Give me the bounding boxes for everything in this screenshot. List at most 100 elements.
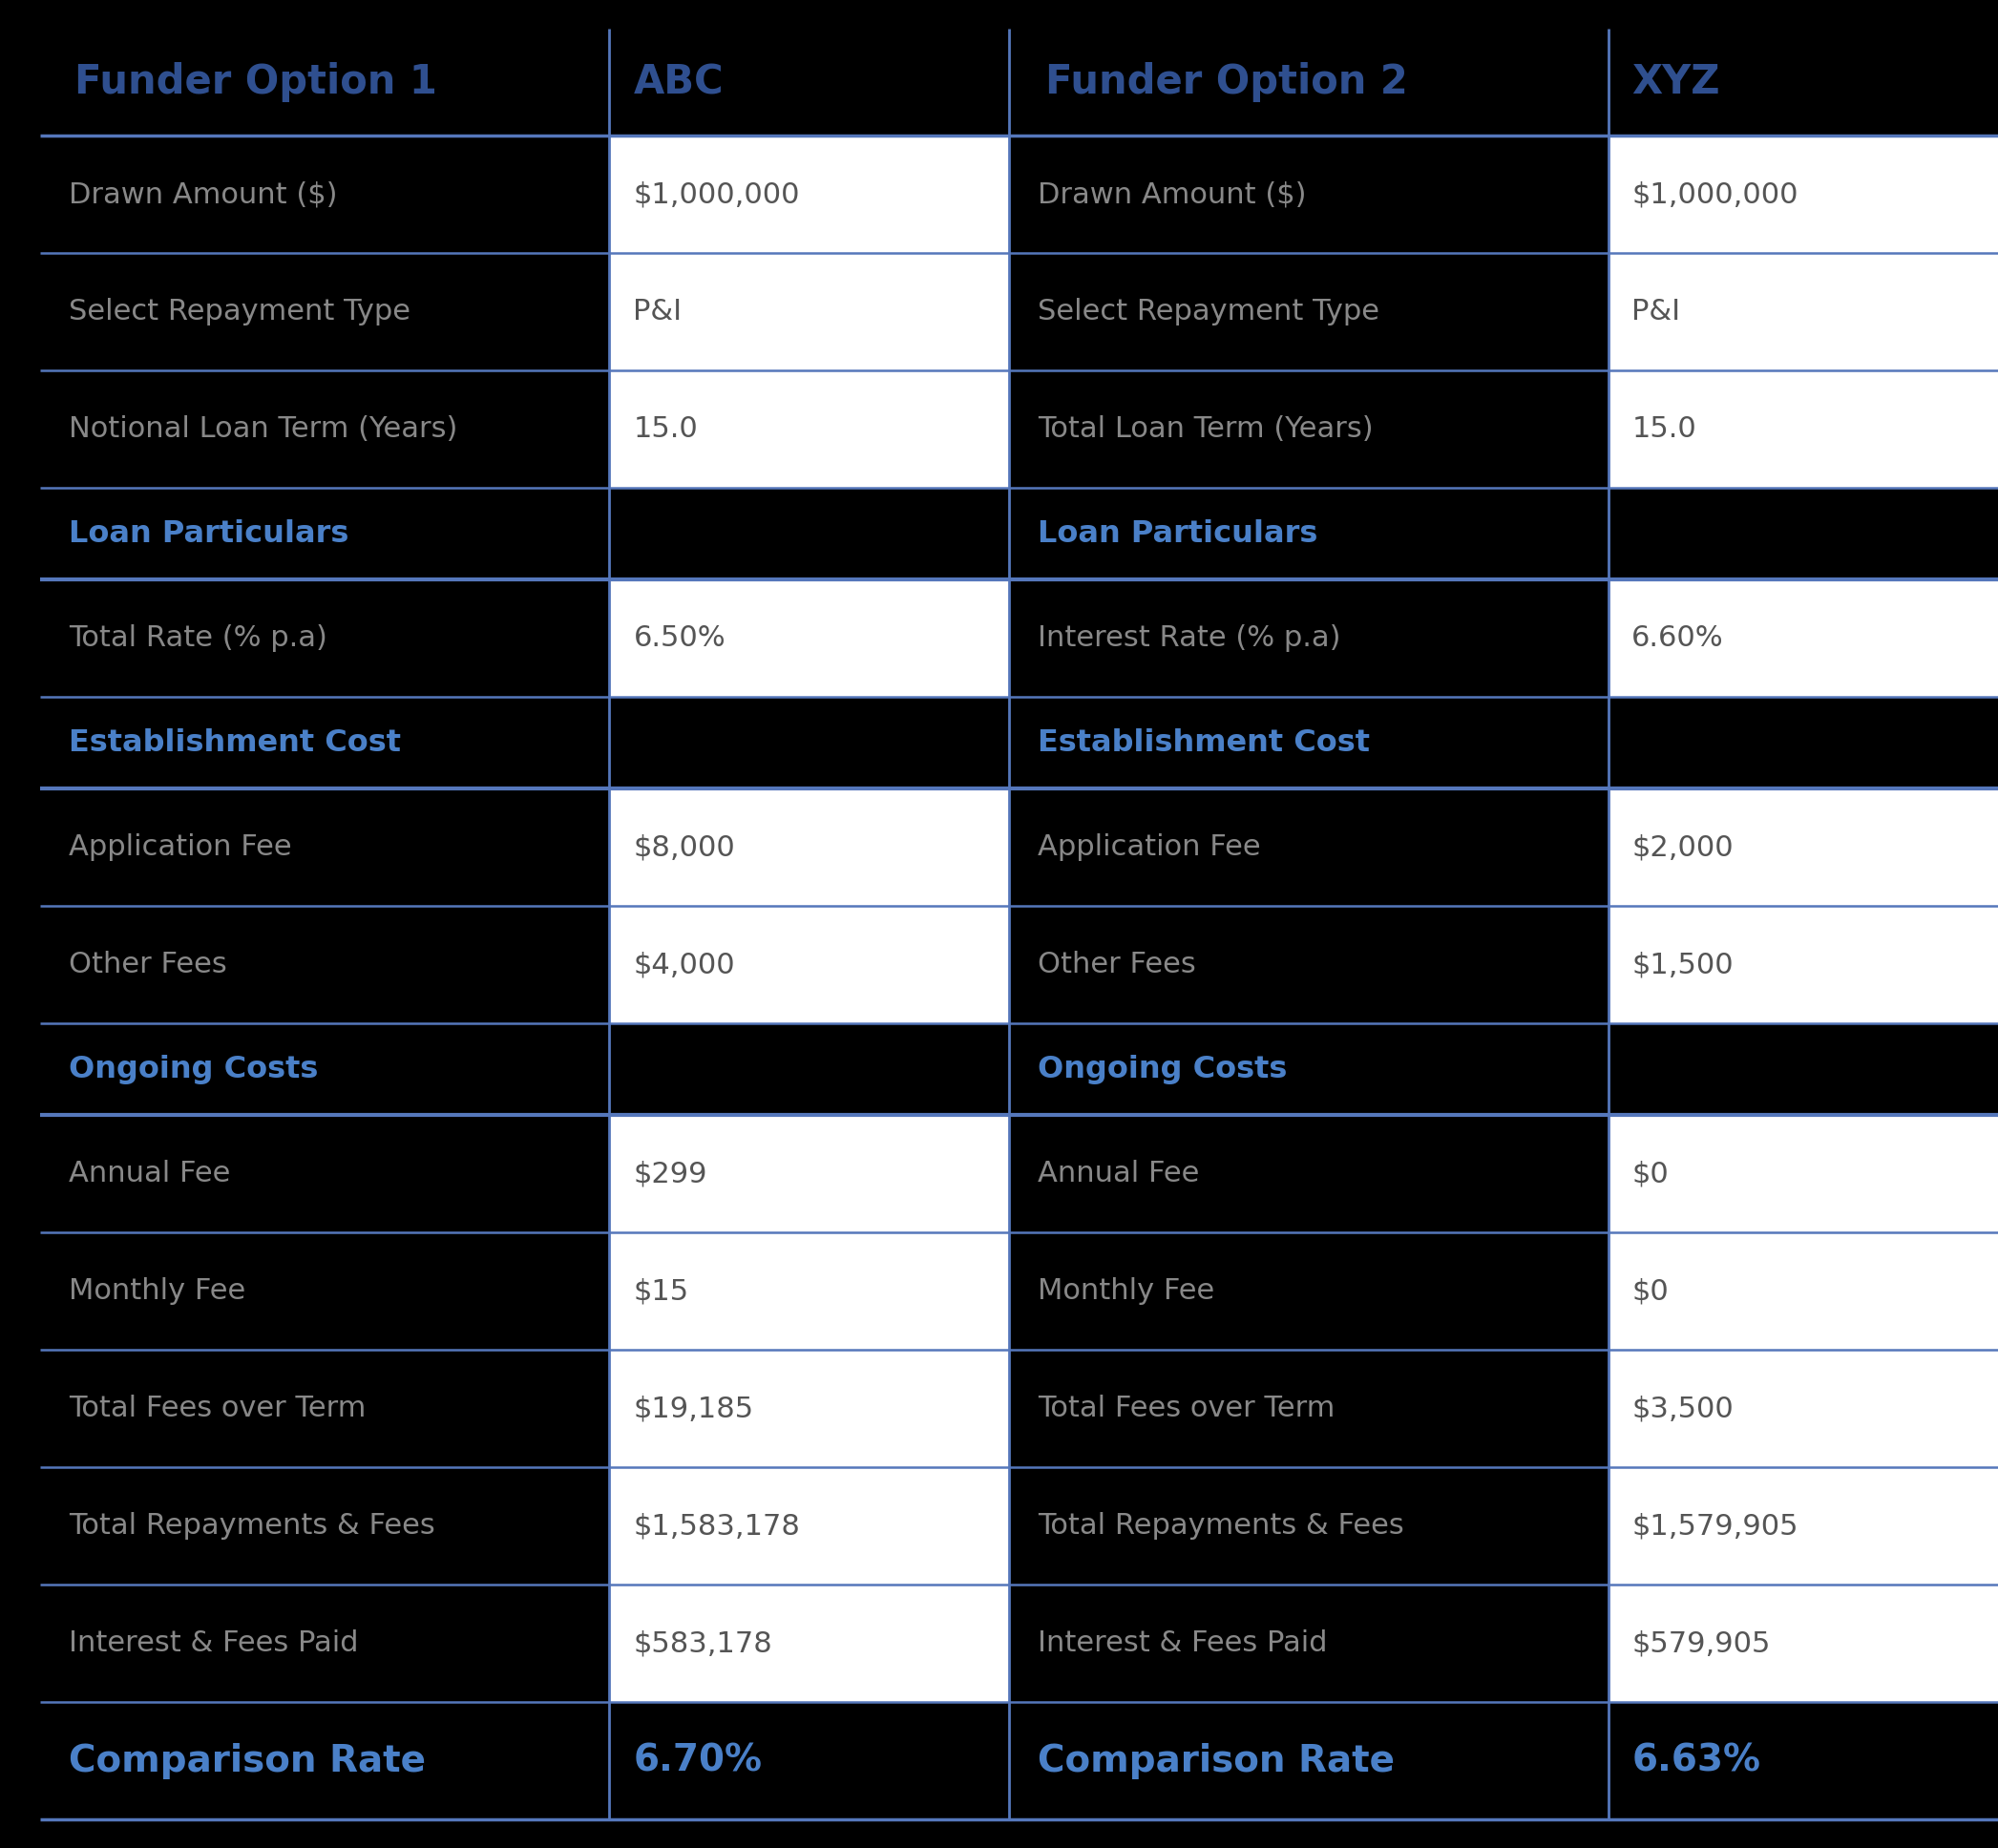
Bar xyxy=(609,1233,1009,1351)
Text: $579,905: $579,905 xyxy=(1632,1630,1770,1658)
Text: $0: $0 xyxy=(1632,1277,1668,1305)
Bar xyxy=(609,1116,1009,1233)
Text: Drawn Amount ($): Drawn Amount ($) xyxy=(68,181,338,209)
Text: Monthly Fee: Monthly Fee xyxy=(68,1277,246,1305)
Bar xyxy=(1608,253,1998,370)
Text: Ongoing Costs: Ongoing Costs xyxy=(68,1055,318,1085)
Bar xyxy=(40,906,609,1024)
Text: Comparison Rate: Comparison Rate xyxy=(68,1743,426,1780)
Bar xyxy=(1009,1467,1608,1586)
Bar xyxy=(40,1233,609,1351)
Text: $4,000: $4,000 xyxy=(633,952,735,979)
Text: 6.50%: 6.50% xyxy=(633,625,725,652)
Text: $1,000,000: $1,000,000 xyxy=(1632,181,1798,209)
Text: $3,500: $3,500 xyxy=(1632,1395,1734,1423)
Bar xyxy=(609,1586,1009,1702)
Text: 6.60%: 6.60% xyxy=(1632,625,1724,652)
Bar xyxy=(1608,1351,1998,1467)
Bar xyxy=(609,135,1009,253)
Bar xyxy=(1009,1233,1608,1351)
Bar xyxy=(40,1116,609,1233)
Text: Other Fees: Other Fees xyxy=(1037,952,1195,979)
Text: $299: $299 xyxy=(633,1161,707,1188)
Text: XYZ: XYZ xyxy=(1632,63,1720,102)
Bar xyxy=(1009,789,1608,906)
Bar xyxy=(609,580,1009,697)
Text: Comparison Rate: Comparison Rate xyxy=(1037,1743,1395,1780)
Text: Notional Loan Term (Years): Notional Loan Term (Years) xyxy=(68,416,458,444)
Text: $19,185: $19,185 xyxy=(633,1395,753,1423)
Text: $15: $15 xyxy=(633,1277,689,1305)
Text: Establishment Cost: Establishment Cost xyxy=(68,728,402,758)
Bar xyxy=(1009,1116,1608,1233)
Text: Interest Rate (% p.a): Interest Rate (% p.a) xyxy=(1037,625,1341,652)
Bar xyxy=(609,789,1009,906)
Text: P&I: P&I xyxy=(633,298,681,325)
Bar xyxy=(40,1351,609,1467)
Bar xyxy=(1608,1586,1998,1702)
Text: Total Loan Term (Years): Total Loan Term (Years) xyxy=(1037,416,1373,444)
Bar xyxy=(1009,1351,1608,1467)
Bar xyxy=(609,906,1009,1024)
Bar xyxy=(1608,1116,1998,1233)
Bar xyxy=(609,1351,1009,1467)
Text: Other Fees: Other Fees xyxy=(68,952,226,979)
Text: 6.63%: 6.63% xyxy=(1632,1743,1762,1780)
Text: Total Repayments & Fees: Total Repayments & Fees xyxy=(1037,1512,1405,1539)
Bar xyxy=(40,697,1998,789)
Text: Funder Option 2: Funder Option 2 xyxy=(1045,63,1407,102)
Text: Loan Particulars: Loan Particulars xyxy=(1037,519,1317,549)
Bar xyxy=(1608,135,1998,253)
Text: $2,000: $2,000 xyxy=(1632,833,1734,861)
Bar xyxy=(1608,580,1998,697)
Text: $1,579,905: $1,579,905 xyxy=(1632,1512,1798,1539)
Bar xyxy=(40,1024,1998,1116)
Text: Application Fee: Application Fee xyxy=(68,833,292,861)
Bar xyxy=(40,1586,609,1702)
Text: 6.70%: 6.70% xyxy=(633,1743,763,1780)
Text: ABC: ABC xyxy=(633,63,723,102)
Text: $1,500: $1,500 xyxy=(1632,952,1734,979)
Bar xyxy=(40,488,1998,580)
Text: $1,583,178: $1,583,178 xyxy=(633,1512,801,1539)
Text: Monthly Fee: Monthly Fee xyxy=(1037,1277,1215,1305)
Bar xyxy=(609,253,1009,370)
Text: Application Fee: Application Fee xyxy=(1037,833,1261,861)
Bar xyxy=(1608,789,1998,906)
Text: $0: $0 xyxy=(1632,1161,1668,1188)
Text: 15.0: 15.0 xyxy=(1632,416,1696,444)
Bar xyxy=(40,1702,1998,1820)
Text: Annual Fee: Annual Fee xyxy=(68,1161,230,1188)
Bar xyxy=(40,370,609,488)
Text: Select Repayment Type: Select Repayment Type xyxy=(1037,298,1379,325)
Text: Ongoing Costs: Ongoing Costs xyxy=(1037,1055,1287,1085)
Bar xyxy=(1009,135,1608,253)
Text: P&I: P&I xyxy=(1632,298,1680,325)
Text: Drawn Amount ($): Drawn Amount ($) xyxy=(1037,181,1307,209)
Bar xyxy=(1608,1233,1998,1351)
Text: Total Fees over Term: Total Fees over Term xyxy=(1037,1395,1335,1423)
Text: Interest & Fees Paid: Interest & Fees Paid xyxy=(68,1630,358,1658)
Bar xyxy=(1009,580,1608,697)
Text: $583,178: $583,178 xyxy=(633,1630,773,1658)
Bar xyxy=(40,253,609,370)
Text: 15.0: 15.0 xyxy=(633,416,697,444)
Bar xyxy=(40,580,609,697)
Bar xyxy=(40,28,1998,135)
Bar xyxy=(1009,1586,1608,1702)
Text: Annual Fee: Annual Fee xyxy=(1037,1161,1199,1188)
Text: Loan Particulars: Loan Particulars xyxy=(68,519,348,549)
Bar xyxy=(1608,370,1998,488)
Bar xyxy=(609,1467,1009,1586)
Bar xyxy=(40,789,609,906)
Bar xyxy=(40,1467,609,1586)
Text: Total Repayments & Fees: Total Repayments & Fees xyxy=(68,1512,436,1539)
Bar xyxy=(1009,906,1608,1024)
Bar xyxy=(609,370,1009,488)
Text: $1,000,000: $1,000,000 xyxy=(633,181,799,209)
Text: Interest & Fees Paid: Interest & Fees Paid xyxy=(1037,1630,1327,1658)
Text: Funder Option 1: Funder Option 1 xyxy=(74,63,438,102)
Text: Total Rate (% p.a): Total Rate (% p.a) xyxy=(68,625,328,652)
Text: Select Repayment Type: Select Repayment Type xyxy=(68,298,410,325)
Bar xyxy=(1009,253,1608,370)
